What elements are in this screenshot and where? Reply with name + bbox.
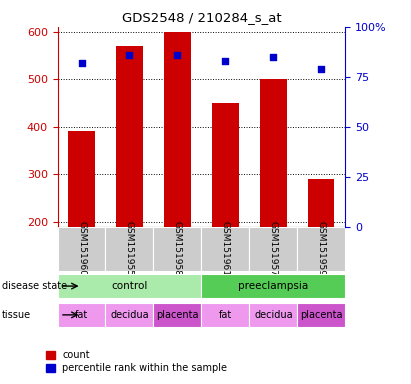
Point bbox=[126, 52, 133, 58]
Bar bbox=[58, 274, 201, 298]
Text: placenta: placenta bbox=[156, 310, 199, 320]
Bar bbox=[212, 103, 238, 227]
Bar bbox=[297, 227, 345, 271]
Point bbox=[270, 54, 277, 60]
Point bbox=[222, 58, 229, 64]
Bar bbox=[249, 303, 297, 327]
Legend: count, percentile rank within the sample: count, percentile rank within the sample bbox=[46, 351, 228, 373]
Bar bbox=[68, 131, 95, 227]
Text: disease state: disease state bbox=[2, 281, 67, 291]
Text: fat: fat bbox=[219, 310, 232, 320]
Bar bbox=[116, 46, 143, 227]
Text: GSM151955: GSM151955 bbox=[125, 221, 134, 276]
Point bbox=[318, 66, 325, 72]
Text: placenta: placenta bbox=[300, 310, 342, 320]
Bar bbox=[106, 303, 153, 327]
Bar bbox=[106, 227, 153, 271]
Text: GSM151961: GSM151961 bbox=[221, 221, 230, 276]
Text: GSM151958: GSM151958 bbox=[173, 221, 182, 276]
Text: GSM151957: GSM151957 bbox=[269, 221, 278, 276]
Bar bbox=[58, 227, 106, 271]
Bar bbox=[201, 274, 345, 298]
Text: GSM151959: GSM151959 bbox=[317, 221, 326, 276]
Bar bbox=[58, 303, 106, 327]
Bar bbox=[164, 31, 191, 227]
Bar bbox=[153, 227, 201, 271]
Text: preeclampsia: preeclampsia bbox=[238, 281, 308, 291]
Text: fat: fat bbox=[75, 310, 88, 320]
Point bbox=[78, 60, 85, 66]
Bar bbox=[308, 179, 335, 227]
Text: GSM151960: GSM151960 bbox=[77, 221, 86, 276]
Bar bbox=[153, 303, 201, 327]
Bar bbox=[260, 79, 286, 227]
Bar bbox=[297, 303, 345, 327]
Text: tissue: tissue bbox=[2, 310, 31, 320]
Point bbox=[174, 52, 181, 58]
Text: decidua: decidua bbox=[110, 310, 149, 320]
Bar bbox=[201, 303, 249, 327]
Bar bbox=[249, 227, 297, 271]
Text: control: control bbox=[111, 281, 148, 291]
Bar bbox=[201, 227, 249, 271]
Text: decidua: decidua bbox=[254, 310, 293, 320]
Title: GDS2548 / 210284_s_at: GDS2548 / 210284_s_at bbox=[122, 11, 281, 24]
